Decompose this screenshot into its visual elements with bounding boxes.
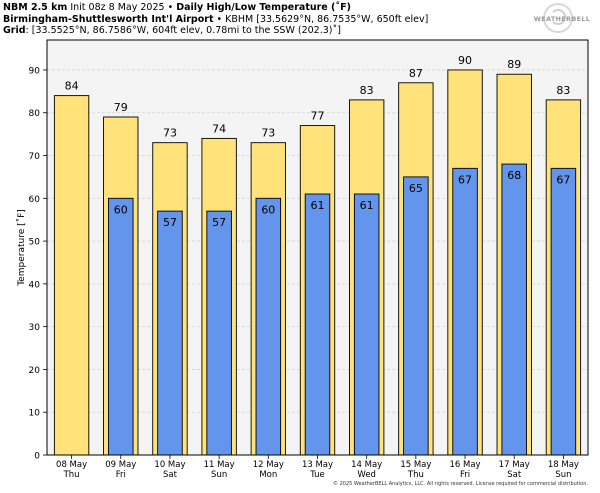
high-temp-label: 90	[458, 54, 472, 67]
x-tick-label-date: 12 May	[253, 460, 284, 470]
high-temp-bar	[53, 95, 90, 456]
chart-header: NBM 2.5 km Init 08z 8 May 2025 • Daily H…	[3, 2, 533, 37]
low-temp-label: 57	[212, 216, 226, 229]
x-tick-label-day: Sun	[555, 470, 571, 480]
low-temp-label: 68	[507, 169, 521, 182]
low-temp-label: 60	[114, 203, 128, 216]
y-tick-label: 60	[29, 195, 41, 205]
low-temp-label: 60	[261, 203, 275, 216]
low-temp-bar	[108, 197, 134, 456]
x-tick-label-day: Mon	[259, 470, 277, 480]
low-temp-bar	[157, 210, 183, 456]
x-tick-label-day: Sun	[211, 470, 227, 480]
x-tick-label-day: Sat	[163, 470, 178, 480]
y-tick-label: 10	[29, 409, 41, 419]
y-tick-label: 40	[29, 280, 41, 290]
y-tick-label: 50	[29, 238, 41, 248]
low-temp-label: 65	[409, 182, 423, 195]
high-temp-label: 87	[409, 67, 423, 80]
x-tick-label-date: 18 May	[548, 460, 579, 470]
x-tick-label-date: 08 May	[56, 460, 87, 470]
copyright-notice: © 2025 WeatherBELL Analytics, LLC. All r…	[333, 481, 588, 487]
low-temp-bar	[304, 193, 331, 456]
low-temp-label: 61	[360, 199, 374, 212]
x-tick-label-day: Tue	[309, 470, 325, 480]
station-info: • KBHM [33.5629°N, 86.7535°W, 650ft elev…	[213, 13, 429, 25]
x-tick-label-day: Sat	[507, 470, 522, 480]
x-tick-label-day: Fri	[460, 470, 470, 480]
low-temp-bar	[206, 210, 232, 456]
high-temp-label: 83	[360, 84, 374, 97]
x-tick-label-date: 15 May	[400, 460, 431, 470]
high-temp-label: 83	[556, 84, 570, 97]
x-tick-label-date: 17 May	[499, 460, 530, 470]
x-tick-label-day: Thu	[407, 470, 424, 480]
grid-info: : [33.5525°N, 86.7586°W, 604ft elev, 0.7…	[25, 25, 341, 36]
y-tick-label: 70	[29, 152, 41, 162]
init-time: Init 08z 8 May 2025	[70, 2, 165, 13]
y-tick-label: 80	[29, 109, 41, 119]
high-temp-label: 84	[65, 80, 79, 93]
y-tick-label: 0	[34, 452, 40, 462]
high-temp-label: 73	[163, 127, 177, 140]
x-tick-label-date: 09 May	[105, 460, 136, 470]
x-tick-label-day: Thu	[63, 470, 80, 480]
y-tick-label: 90	[29, 66, 41, 76]
low-temp-bar	[501, 163, 527, 456]
plot-frame	[46, 39, 589, 456]
high-temp-label: 77	[311, 110, 325, 123]
station-name: Birmingham-Shuttlesworth Int'l Airport	[3, 13, 214, 25]
x-tick-label-date: 11 May	[204, 460, 235, 470]
high-temp-label: 73	[261, 127, 275, 140]
high-temp-label: 89	[507, 58, 521, 71]
low-temp-bar	[550, 167, 577, 456]
bullet-separator: •	[164, 2, 177, 13]
logo-ring-icon	[543, 3, 573, 33]
low-temp-label: 57	[163, 216, 177, 229]
low-temp-label: 67	[556, 173, 570, 186]
logo-wordmark: WEATHERBELL	[533, 15, 591, 23]
logo-swirl-icon	[550, 9, 566, 25]
high-temp-label: 74	[212, 122, 226, 135]
x-tick-label-date: 14 May	[351, 460, 382, 470]
low-temp-bar	[403, 176, 429, 456]
header-line-grid: Grid: [33.5525°N, 86.7586°W, 604ft elev,…	[3, 25, 533, 37]
x-tick-label-date: 16 May	[449, 460, 480, 470]
chart-title: Daily High/Low Temperature (˚F)	[176, 2, 351, 13]
x-tick-label-day: Wed	[357, 470, 376, 480]
high-temp-label: 79	[114, 101, 128, 114]
y-tick-label: 20	[29, 366, 41, 376]
model-name: NBM 2.5 km	[3, 2, 68, 13]
y-tick-label: 30	[29, 323, 41, 333]
y-axis-label: Temperature [˚F]	[16, 209, 27, 287]
x-tick-label-date: 10 May	[154, 460, 185, 470]
low-temp-label: 67	[458, 173, 472, 186]
low-temp-bar	[353, 193, 380, 456]
low-temp-label: 61	[311, 199, 325, 212]
weatherbell-logo: WEATHERBELL	[532, 3, 592, 35]
low-temp-bar	[452, 167, 478, 456]
x-tick-label-date: 13 May	[302, 460, 333, 470]
grid-label: Grid	[3, 25, 26, 36]
header-line-model: NBM 2.5 km Init 08z 8 May 2025 • Daily H…	[3, 2, 533, 14]
low-temp-bar	[255, 197, 282, 456]
x-tick-label-day: Fri	[116, 470, 126, 480]
header-line-station: Birmingham-Shuttlesworth Int'l Airport •…	[3, 14, 533, 26]
